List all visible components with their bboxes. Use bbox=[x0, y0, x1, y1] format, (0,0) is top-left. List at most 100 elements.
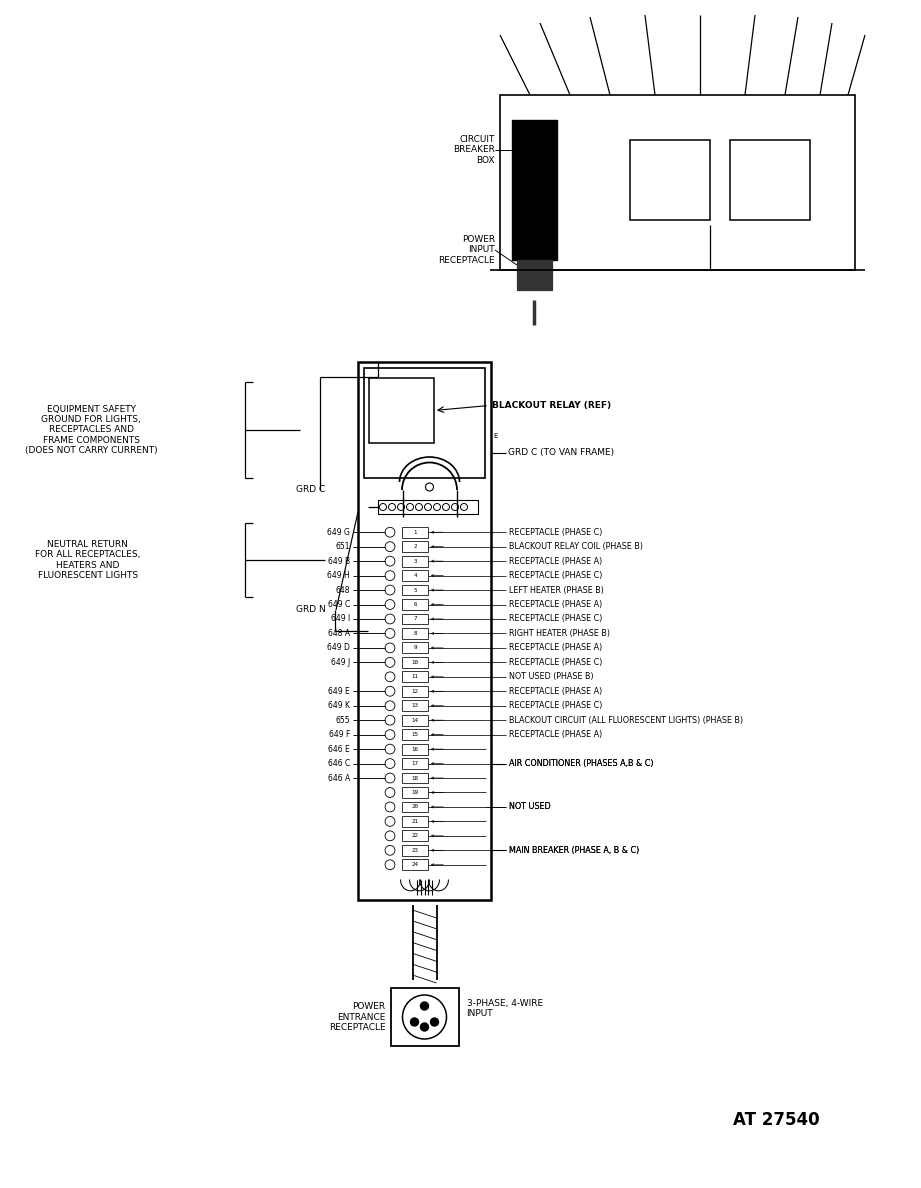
Text: 649 D: 649 D bbox=[327, 644, 350, 652]
Bar bbox=[402, 802, 428, 813]
Bar bbox=[402, 556, 428, 567]
Text: 23: 23 bbox=[412, 848, 418, 853]
Text: 6: 6 bbox=[414, 602, 416, 607]
Text: GRD N: GRD N bbox=[296, 606, 326, 614]
Text: NOT USED (PHASE B): NOT USED (PHASE B) bbox=[509, 672, 594, 681]
Bar bbox=[630, 140, 710, 220]
Text: RECEPTACLE (PHASE C): RECEPTACLE (PHASE C) bbox=[509, 571, 602, 580]
Text: RECEPTACLE (PHASE A): RECEPTACLE (PHASE A) bbox=[509, 557, 602, 565]
Text: 649 H: 649 H bbox=[327, 571, 350, 580]
Text: LEFT HEATER (PHASE B): LEFT HEATER (PHASE B) bbox=[509, 586, 604, 594]
Bar bbox=[402, 772, 428, 783]
Bar bbox=[402, 671, 428, 682]
Text: 649 K: 649 K bbox=[328, 701, 350, 710]
Text: 7: 7 bbox=[414, 617, 416, 621]
Text: 646 C: 646 C bbox=[328, 759, 350, 769]
Text: 646 E: 646 E bbox=[328, 745, 350, 753]
Bar bbox=[402, 628, 428, 639]
Text: 19: 19 bbox=[412, 790, 418, 795]
Text: AIR CONDITIONER (PHASES A,B & C): AIR CONDITIONER (PHASES A,B & C) bbox=[509, 759, 654, 769]
Text: 648: 648 bbox=[335, 586, 350, 594]
Bar bbox=[512, 120, 557, 260]
Text: 21: 21 bbox=[412, 819, 418, 824]
Bar bbox=[358, 362, 491, 901]
Text: RECEPTACLE (PHASE C): RECEPTACLE (PHASE C) bbox=[509, 701, 602, 710]
Text: GRD C: GRD C bbox=[296, 486, 325, 494]
Bar bbox=[378, 500, 478, 514]
Bar bbox=[402, 715, 428, 726]
Text: 649 C: 649 C bbox=[328, 600, 350, 609]
Text: 11: 11 bbox=[412, 675, 418, 680]
Bar bbox=[402, 845, 428, 855]
Text: 651: 651 bbox=[335, 542, 350, 551]
Bar bbox=[402, 830, 428, 841]
Bar bbox=[402, 729, 428, 740]
Bar bbox=[402, 599, 428, 609]
Text: 649 J: 649 J bbox=[331, 658, 350, 666]
Bar bbox=[402, 744, 428, 754]
Bar bbox=[500, 95, 855, 270]
Text: EQUIPMENT SAFETY
GROUND FOR LIGHTS,
RECEPTACLES AND
FRAME COMPONENTS
(DOES NOT C: EQUIPMENT SAFETY GROUND FOR LIGHTS, RECE… bbox=[25, 405, 157, 455]
Text: 20: 20 bbox=[412, 804, 418, 809]
Text: 16: 16 bbox=[412, 746, 418, 752]
Bar bbox=[402, 816, 428, 827]
Text: RECEPTACLE (PHASE C): RECEPTACLE (PHASE C) bbox=[509, 658, 602, 666]
Bar bbox=[402, 859, 428, 870]
Text: RECEPTACLE (PHASE A): RECEPTACLE (PHASE A) bbox=[509, 731, 602, 739]
Text: 10: 10 bbox=[412, 659, 418, 665]
Text: RECEPTACLE (PHASE A): RECEPTACLE (PHASE A) bbox=[509, 600, 602, 609]
Text: 8: 8 bbox=[414, 631, 416, 636]
Text: POWER
INPUT
RECEPTACLE: POWER INPUT RECEPTACLE bbox=[438, 235, 495, 265]
Text: 649 F: 649 F bbox=[329, 731, 350, 739]
Text: RECEPTACLE (PHASE C): RECEPTACLE (PHASE C) bbox=[509, 527, 602, 537]
Bar bbox=[730, 140, 810, 220]
Bar bbox=[402, 526, 428, 538]
Bar bbox=[402, 657, 428, 668]
Text: 1: 1 bbox=[414, 530, 416, 535]
Text: RECEPTACLE (PHASE A): RECEPTACLE (PHASE A) bbox=[509, 644, 602, 652]
Text: 15: 15 bbox=[412, 732, 418, 737]
Text: 649 B: 649 B bbox=[328, 557, 350, 565]
Circle shape bbox=[430, 1018, 438, 1026]
Text: 2: 2 bbox=[414, 544, 416, 549]
Text: 649 I: 649 I bbox=[331, 614, 350, 624]
Text: RECEPTACLE (PHASE A): RECEPTACLE (PHASE A) bbox=[509, 687, 602, 696]
Text: 3: 3 bbox=[414, 558, 416, 563]
Text: 22: 22 bbox=[412, 833, 418, 839]
Text: 12: 12 bbox=[412, 689, 418, 694]
Text: 24: 24 bbox=[412, 862, 418, 867]
Text: NEUTRAL RETURN
FOR ALL RECEPTACLES,
HEATERS AND
FLUORESCENT LIGHTS: NEUTRAL RETURN FOR ALL RECEPTACLES, HEAT… bbox=[35, 539, 140, 580]
Bar bbox=[517, 260, 552, 290]
Text: CIRCUIT
BREAKER
BOX: CIRCUIT BREAKER BOX bbox=[453, 135, 495, 165]
Text: 649 G: 649 G bbox=[327, 527, 350, 537]
Text: MAIN BREAKER (PHASE A, B & C): MAIN BREAKER (PHASE A, B & C) bbox=[509, 846, 639, 855]
Text: 649 E: 649 E bbox=[328, 687, 350, 696]
Bar bbox=[402, 685, 428, 696]
Circle shape bbox=[421, 1023, 428, 1031]
Bar bbox=[402, 643, 428, 653]
Bar bbox=[391, 988, 459, 1045]
Text: BLACKOUT RELAY COIL (PHASE B): BLACKOUT RELAY COIL (PHASE B) bbox=[509, 542, 643, 551]
Bar bbox=[402, 584, 428, 595]
Circle shape bbox=[411, 1018, 418, 1026]
Text: 17: 17 bbox=[412, 762, 418, 766]
Text: 5: 5 bbox=[414, 588, 416, 593]
Bar bbox=[402, 570, 428, 581]
Text: 655: 655 bbox=[335, 715, 350, 725]
Circle shape bbox=[421, 1001, 428, 1010]
Text: 18: 18 bbox=[412, 776, 418, 781]
Bar bbox=[402, 758, 428, 769]
Text: NOT USED: NOT USED bbox=[509, 802, 551, 811]
Text: 3-PHASE, 4-WIRE
INPUT: 3-PHASE, 4-WIRE INPUT bbox=[467, 999, 542, 1018]
Text: AT 27540: AT 27540 bbox=[733, 1111, 820, 1129]
Text: POWER
ENTRANCE
RECEPTACLE: POWER ENTRANCE RECEPTACLE bbox=[329, 1003, 386, 1032]
Text: 648 A: 648 A bbox=[328, 628, 350, 638]
Bar bbox=[402, 700, 428, 712]
Text: BLACKOUT RELAY (REF): BLACKOUT RELAY (REF) bbox=[492, 402, 612, 410]
Bar bbox=[402, 788, 428, 798]
Text: 646 A: 646 A bbox=[328, 773, 350, 783]
Text: NOT USED: NOT USED bbox=[509, 802, 551, 811]
Text: 4: 4 bbox=[414, 573, 416, 579]
Text: GRD C (TO VAN FRAME): GRD C (TO VAN FRAME) bbox=[508, 449, 614, 457]
Text: RIGHT HEATER (PHASE B): RIGHT HEATER (PHASE B) bbox=[509, 628, 610, 638]
